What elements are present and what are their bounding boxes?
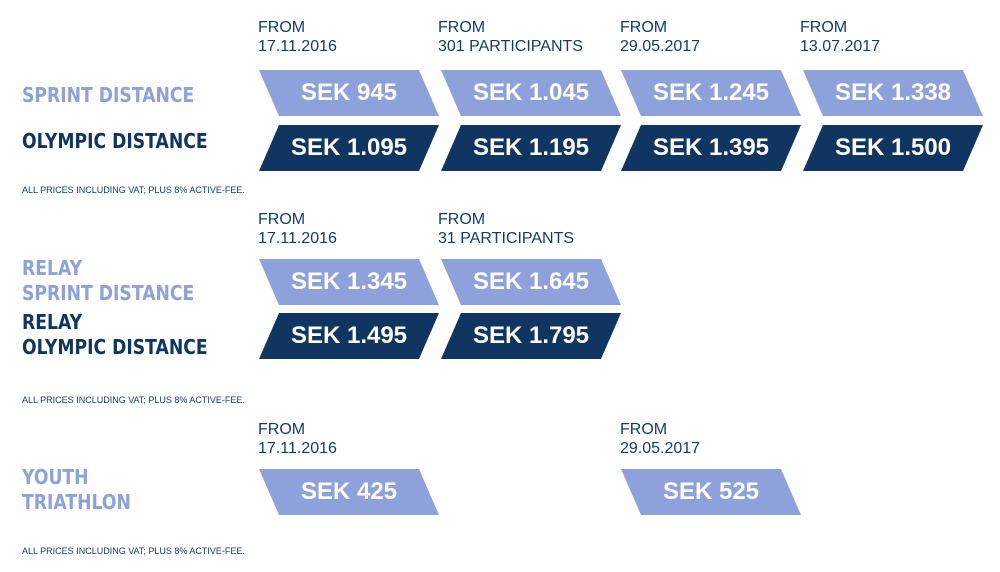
phase-header-line1: FROM xyxy=(620,19,668,36)
relay-sprint-label: RELAY SPRINT DISTANCE xyxy=(22,256,194,306)
phase-header-1: FROM 17.11.2016 xyxy=(258,18,337,56)
phase-header-line1: FROM xyxy=(620,421,668,438)
relay-sprint-label-line1: RELAY xyxy=(22,256,83,280)
relay-phase-header-1: FROM 17.11.2016 xyxy=(258,210,337,248)
phase-header-line2: 17.11.2016 xyxy=(258,440,337,457)
youth-price-1: SEK 425 xyxy=(259,469,439,515)
phase-header-line1: FROM xyxy=(800,19,848,36)
phase-header-line1: FROM xyxy=(258,19,306,36)
vat-note: ALL PRICES INCLUDING VAT; PLUS 8% ACTIVE… xyxy=(22,185,245,195)
vat-note: ALL PRICES INCLUDING VAT; PLUS 8% ACTIVE… xyxy=(22,395,245,405)
olympic-price-4: SEK 1.500 xyxy=(803,125,983,171)
phase-header-line2: 13.07.2017 xyxy=(800,38,881,55)
phase-header-line2: 301 PARTICIPANTS xyxy=(438,38,583,55)
youth-phase-header-2: FROM 29.05.2017 xyxy=(620,420,700,458)
phase-header-line2: 31 PARTICIPANTS xyxy=(438,230,575,247)
phase-header-line1: FROM xyxy=(258,211,306,228)
phase-header-line1: FROM xyxy=(438,211,486,228)
phase-header-2: FROM 301 PARTICIPANTS xyxy=(438,18,583,56)
sprint-price-2: SEK 1.045 xyxy=(441,70,621,116)
relay-olympic-label-line2: OLYMPIC DISTANCE xyxy=(22,335,208,359)
sprint-distance-label: SPRINT DISTANCE xyxy=(22,83,195,107)
olympic-price-3: SEK 1.395 xyxy=(621,125,801,171)
youth-phase-header-1: FROM 17.11.2016 xyxy=(258,420,337,458)
phase-header-line2: 29.05.2017 xyxy=(620,440,701,457)
sprint-price-3: SEK 1.245 xyxy=(621,70,801,116)
relay-olympic-label-line1: RELAY xyxy=(22,310,83,334)
youth-triathlon-label: YOUTH TRIATHLON xyxy=(22,465,131,515)
relay-olympic-label: RELAY OLYMPIC DISTANCE xyxy=(22,310,208,360)
relay-phase-header-2: FROM 31 PARTICIPANTS xyxy=(438,210,574,248)
sprint-price-1: SEK 945 xyxy=(259,70,439,116)
youth-label-line2: TRIATHLON xyxy=(22,490,131,514)
olympic-price-1: SEK 1.095 xyxy=(259,125,439,171)
sprint-price-4: SEK 1.338 xyxy=(803,70,983,116)
relay-olympic-price-1: SEK 1.495 xyxy=(259,313,439,359)
relay-olympic-price-2: SEK 1.795 xyxy=(441,313,621,359)
olympic-distance-label: OLYMPIC DISTANCE xyxy=(22,129,208,153)
relay-sprint-price-2: SEK 1.645 xyxy=(441,259,621,305)
phase-header-line2: 29.05.2017 xyxy=(620,38,701,55)
relay-sprint-price-1: SEK 1.345 xyxy=(259,259,439,305)
phase-header-3: FROM 29.05.2017 xyxy=(620,18,700,56)
phase-header-line1: FROM xyxy=(438,19,486,36)
phase-header-line2: 17.11.2016 xyxy=(258,230,337,247)
phase-header-4: FROM 13.07.2017 xyxy=(800,18,880,56)
youth-price-2: SEK 525 xyxy=(621,469,801,515)
relay-sprint-label-line2: SPRINT DISTANCE xyxy=(22,281,195,305)
phase-header-line2: 17.11.2016 xyxy=(258,38,337,55)
phase-header-line1: FROM xyxy=(258,421,306,438)
vat-note: ALL PRICES INCLUDING VAT; PLUS 8% ACTIVE… xyxy=(22,546,245,556)
olympic-price-2: SEK 1.195 xyxy=(441,125,621,171)
youth-label-line1: YOUTH xyxy=(22,465,89,489)
